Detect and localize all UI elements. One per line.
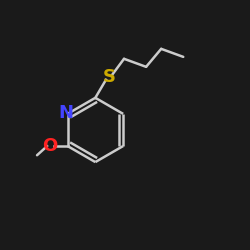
Text: O: O	[42, 137, 58, 155]
Text: S: S	[102, 68, 116, 86]
Text: N: N	[59, 104, 74, 122]
